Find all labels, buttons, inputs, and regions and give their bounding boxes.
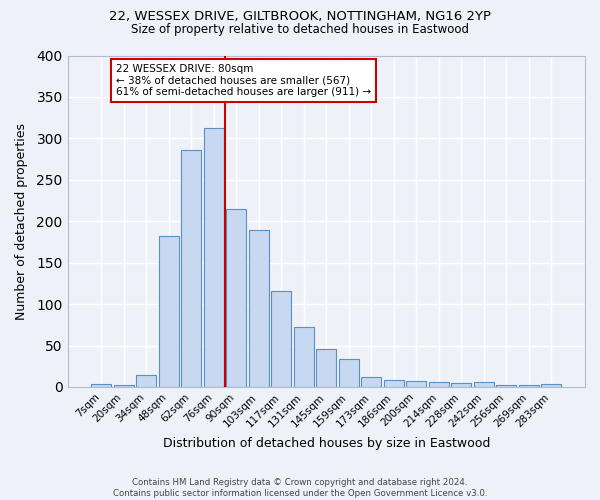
Text: 22, WESSEX DRIVE, GILTBROOK, NOTTINGHAM, NG16 2YP: 22, WESSEX DRIVE, GILTBROOK, NOTTINGHAM,… [109, 10, 491, 23]
Bar [496, 386, 517, 387]
Bar [428, 382, 449, 387]
Bar [519, 386, 539, 387]
Bar [474, 382, 494, 387]
Bar [181, 150, 202, 387]
Bar [136, 374, 157, 387]
Bar [316, 349, 337, 387]
Bar [271, 291, 292, 387]
Bar [113, 386, 134, 387]
Text: Size of property relative to detached houses in Eastwood: Size of property relative to detached ho… [131, 22, 469, 36]
Bar [293, 328, 314, 387]
Bar [91, 384, 112, 387]
Bar [406, 381, 427, 387]
X-axis label: Distribution of detached houses by size in Eastwood: Distribution of detached houses by size … [163, 437, 490, 450]
Bar [158, 236, 179, 387]
Bar [361, 377, 382, 387]
Bar [383, 380, 404, 387]
Bar [226, 209, 247, 387]
Bar [451, 383, 472, 387]
Text: 22 WESSEX DRIVE: 80sqm
← 38% of detached houses are smaller (567)
61% of semi-de: 22 WESSEX DRIVE: 80sqm ← 38% of detached… [116, 64, 371, 97]
Bar [248, 230, 269, 387]
Y-axis label: Number of detached properties: Number of detached properties [15, 122, 28, 320]
Bar [541, 384, 562, 387]
Bar [203, 128, 224, 387]
Bar [338, 359, 359, 387]
Text: Contains HM Land Registry data © Crown copyright and database right 2024.
Contai: Contains HM Land Registry data © Crown c… [113, 478, 487, 498]
